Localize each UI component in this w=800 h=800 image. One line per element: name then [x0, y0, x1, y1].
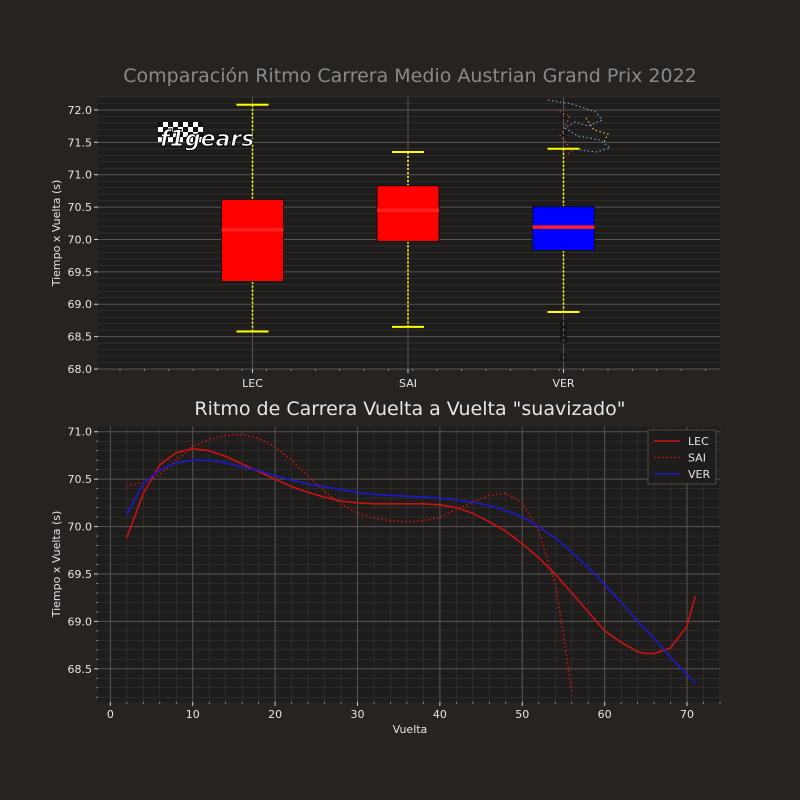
checker-square [158, 122, 163, 127]
checkered-flag-icon [158, 122, 203, 142]
checker-square [188, 132, 193, 137]
y-tick-label: 68.5 [68, 331, 93, 344]
line-chart-grid [98, 427, 721, 702]
x-tick-label: 60 [598, 708, 612, 721]
checker-square [198, 132, 203, 137]
checker-square [188, 122, 193, 127]
outlier-point [559, 111, 568, 119]
checker-square [193, 132, 198, 137]
box [376, 185, 440, 242]
y-tick-label: 71.5 [68, 136, 93, 149]
checker-square [188, 137, 193, 142]
f1gears-logo: f1gears [158, 122, 255, 153]
outlier-point [559, 331, 568, 339]
y-tick-label: 71.0 [68, 426, 93, 439]
box [221, 198, 284, 283]
outlier-point [559, 353, 568, 361]
checker-square [183, 137, 188, 142]
line-chart-legend: LEC SAI VER [647, 429, 717, 485]
track-map-icon [547, 99, 612, 157]
box-chart-marks [221, 103, 595, 361]
outlier-point [559, 129, 568, 137]
x-tick-label: 0 [107, 708, 114, 721]
y-tick-label: 70.0 [68, 521, 93, 534]
series-line-lec [126, 447, 697, 655]
logo-text: f1gears [160, 127, 254, 152]
checker-square [158, 132, 163, 137]
checker-square [163, 137, 168, 142]
checker-square [198, 127, 203, 132]
y-tick-label: 72.0 [68, 104, 93, 117]
line-chart-marks [126, 433, 697, 693]
outlier-point [559, 336, 568, 344]
series-line-ver [126, 459, 696, 684]
box-chart-ylabel: Tiempo x Vuelta (s) [50, 180, 63, 288]
checker-square [183, 132, 188, 137]
checker-square [158, 127, 163, 132]
x-tick-label: 70 [680, 708, 694, 721]
legend-label-ver: VER [688, 468, 710, 481]
line-chart-title: Ritmo de Carrera Vuelta a Vuelta "suaviz… [194, 398, 625, 420]
checker-square [173, 122, 178, 127]
checker-square [163, 127, 168, 132]
x-tick-label: VER [552, 377, 574, 390]
checker-square [168, 127, 173, 132]
y-tick-label: 69.0 [68, 298, 93, 311]
x-tick-label: 50 [515, 708, 529, 721]
y-tick-label: 70.5 [68, 473, 93, 486]
x-tick-label: 40 [433, 708, 447, 721]
y-tick-label: 70.5 [68, 201, 93, 214]
checker-square [173, 137, 178, 142]
legend-label-lec: LEC [688, 435, 709, 448]
checker-square [178, 137, 183, 142]
x-tick-label: LEC [242, 377, 263, 390]
checker-square [158, 137, 163, 142]
checker-square [193, 137, 198, 142]
y-tick-label: 69.5 [68, 568, 93, 581]
checker-square [178, 132, 183, 137]
y-tick-label: 69.0 [68, 615, 93, 628]
checker-square [193, 122, 198, 127]
y-tick-label: 69.5 [68, 266, 93, 279]
checker-square [168, 122, 173, 127]
x-tick-label: 20 [268, 708, 282, 721]
x-tick-label: 30 [351, 708, 365, 721]
checker-square [168, 132, 173, 137]
checker-square [183, 122, 188, 127]
y-tick-label: 70.0 [68, 233, 93, 246]
checker-square [198, 122, 203, 127]
checker-square [193, 127, 198, 132]
y-tick-label: 68.0 [68, 363, 93, 376]
line-chart-xlabel: Vuelta [393, 723, 428, 736]
x-tick-label: SAI [399, 377, 417, 390]
checker-square [178, 127, 183, 132]
y-tick-label: 71.0 [68, 169, 93, 182]
checker-square [163, 132, 168, 137]
line-chart-x-axis: 0 10 20 30 40 50 60 70 [107, 702, 721, 721]
checker-square [163, 122, 168, 127]
legend-label-sai: SAI [688, 452, 706, 465]
series-line-sai [126, 433, 573, 693]
checker-square [198, 137, 203, 142]
checker-square [173, 132, 178, 137]
box-chart-y-axis: 68.0 68.5 69.0 69.5 70.0 70.5 71.0 71.5 72.0 [68, 104, 98, 376]
line-chart-ylabel: Tiempo x Vuelta (s) [50, 511, 63, 619]
checker-square [178, 122, 183, 127]
box-chart-x-axis: LEC SAI VER [119, 369, 706, 390]
checker-square [168, 137, 173, 142]
box-chart-title: Comparación Ritmo Carrera Medio Austrian… [123, 65, 697, 87]
checker-square [173, 127, 178, 132]
checker-square [188, 127, 193, 132]
checker-square [183, 127, 188, 132]
line-chart-y-axis: 68.5 69.0 69.5 70.0 70.5 71.0 [68, 426, 98, 698]
x-tick-label: 10 [186, 708, 200, 721]
outlier-point [559, 326, 568, 334]
y-tick-label: 68.5 [68, 663, 93, 676]
